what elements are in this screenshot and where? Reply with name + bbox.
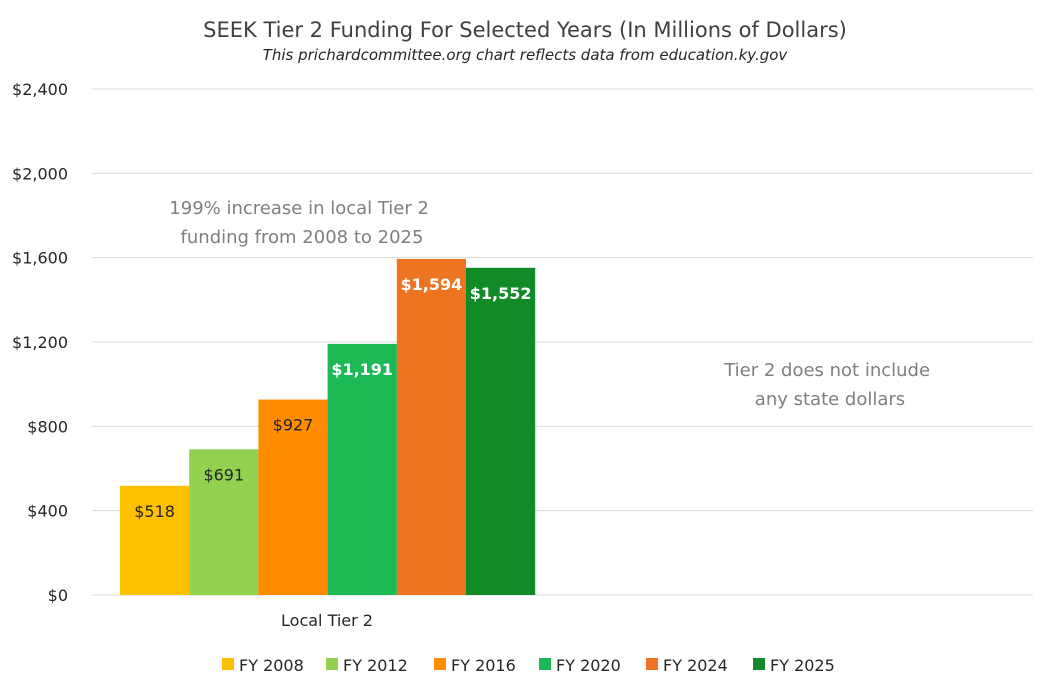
bar-fy-2016	[258, 399, 328, 595]
annotation-state-dollars: Tier 2 does not include any state dollar…	[723, 360, 936, 410]
data-label: $518	[134, 502, 175, 521]
legend-swatch	[539, 658, 551, 670]
bars	[120, 258, 536, 595]
legend-label: FY 2024	[663, 656, 728, 675]
chart-subtitle: This prichardcommittee.org chart reflect…	[263, 46, 789, 64]
legend-label: FY 2025	[770, 656, 835, 675]
legend-swatch	[434, 658, 446, 670]
legend-swatch	[753, 658, 765, 670]
y-tick-label: $2,400	[12, 80, 68, 99]
data-label: $691	[203, 465, 244, 484]
y-tick-label: $800	[27, 417, 68, 436]
data-label: $1,594	[401, 275, 463, 294]
legend-label: FY 2008	[239, 656, 304, 675]
data-label: $1,191	[331, 360, 393, 379]
bar-fy-2012	[189, 449, 259, 595]
legend-swatch	[646, 658, 658, 670]
data-label: $927	[273, 416, 314, 435]
bar-fy-2008	[120, 485, 190, 595]
legend-label: FY 2020	[556, 656, 621, 675]
x-category-label: Local Tier 2	[281, 611, 373, 630]
y-tick-label: $0	[48, 586, 68, 605]
annotation-state-dollars-line-2: any state dollars	[755, 389, 905, 410]
legend-swatch	[326, 658, 338, 670]
annotation-increase-line-2: funding from 2008 to 2025	[181, 227, 424, 248]
annotation-state-dollars-line-1: Tier 2 does not include	[723, 360, 930, 381]
y-tick-label: $1,200	[12, 333, 68, 352]
y-axis-tick-labels: $0 $400 $800 $1,200 $1,600 $2,000 $2,400	[12, 80, 68, 605]
y-tick-label: $1,600	[12, 249, 68, 268]
chart-title: SEEK Tier 2 Funding For Selected Years (…	[203, 18, 847, 42]
data-labels: $518 $691 $927 $1,191 $1,594 $1,552	[134, 275, 531, 521]
legend-swatch	[222, 658, 234, 670]
annotation-increase-line-1: 199% increase in local Tier 2	[169, 198, 429, 219]
y-tick-label: $2,000	[12, 164, 68, 183]
y-tick-label: $400	[27, 502, 68, 521]
bar-fy-2025	[466, 267, 536, 595]
annotation-increase: 199% increase in local Tier 2 funding fr…	[169, 198, 434, 248]
data-label: $1,552	[470, 284, 532, 303]
bar-fy-2024	[396, 258, 466, 595]
legend-label: FY 2016	[451, 656, 516, 675]
legend-label: FY 2012	[343, 656, 408, 675]
legend: FY 2008 FY 2012 FY 2016 FY 2020 FY 2024 FY 20…	[222, 656, 835, 675]
bar-fy-2020	[327, 343, 397, 595]
